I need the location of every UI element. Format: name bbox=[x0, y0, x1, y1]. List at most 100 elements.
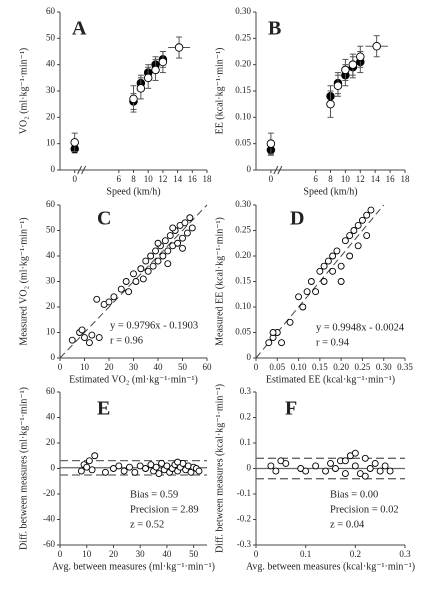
x-tick-label: 0.2 bbox=[350, 549, 361, 559]
point bbox=[351, 449, 359, 457]
point bbox=[81, 334, 88, 342]
point bbox=[358, 216, 366, 224]
x-tick-label: 12 bbox=[158, 174, 167, 184]
x-tick-label: 0 bbox=[58, 362, 63, 372]
point bbox=[70, 138, 79, 147]
x-tick-label: 20 bbox=[109, 549, 119, 559]
y-tick-label: -0.3 bbox=[237, 539, 252, 549]
x-tick-label: 0 bbox=[72, 174, 77, 184]
point bbox=[117, 285, 125, 293]
point bbox=[316, 267, 324, 275]
x-tick-label: 0.30 bbox=[376, 362, 392, 372]
y-tick-label: 0.25 bbox=[235, 225, 251, 235]
point bbox=[147, 252, 155, 260]
point bbox=[266, 139, 276, 148]
point bbox=[341, 470, 349, 478]
point bbox=[85, 457, 93, 465]
annotation: y = 0.9948x - 0.0024 bbox=[316, 322, 405, 333]
y-tick-label: -60 bbox=[43, 539, 55, 549]
point bbox=[91, 452, 99, 460]
point bbox=[278, 339, 285, 347]
point bbox=[166, 232, 174, 240]
point bbox=[351, 462, 359, 470]
x-axis-title: Speed (km/h) bbox=[303, 186, 357, 197]
point bbox=[356, 52, 365, 62]
point bbox=[286, 318, 294, 326]
axis-break bbox=[277, 165, 283, 175]
y-tick-label: 0 bbox=[51, 463, 56, 473]
x-axis-title: Speed (km/h) bbox=[106, 186, 160, 197]
y-tick-label: -20 bbox=[43, 488, 55, 498]
point bbox=[341, 457, 349, 465]
point bbox=[136, 462, 144, 470]
x-tick-label: 40 bbox=[162, 549, 172, 559]
y-tick-label: 0 bbox=[51, 164, 56, 174]
annotation: z = 0.52 bbox=[130, 519, 164, 530]
point bbox=[363, 232, 371, 240]
point bbox=[110, 293, 118, 301]
x-tick-label: 0.25 bbox=[355, 362, 371, 372]
y-tick-label: 0 bbox=[247, 352, 252, 362]
x-tick-label: 0.05 bbox=[269, 362, 285, 372]
point bbox=[137, 265, 145, 273]
point bbox=[143, 73, 153, 83]
point bbox=[332, 465, 339, 472]
point bbox=[183, 229, 191, 237]
y-tick-label: 60 bbox=[46, 199, 56, 209]
x-tick-label: 0 bbox=[254, 549, 259, 559]
point bbox=[361, 472, 369, 480]
point bbox=[372, 41, 381, 51]
point bbox=[88, 466, 96, 474]
point bbox=[312, 288, 320, 296]
y-tick-label: 60 bbox=[46, 386, 56, 396]
point bbox=[78, 326, 86, 334]
x-tick-label: 12 bbox=[356, 174, 365, 184]
point bbox=[139, 275, 147, 283]
point bbox=[159, 252, 167, 260]
point bbox=[354, 221, 362, 229]
x-tick-label: 0 bbox=[254, 362, 259, 372]
point bbox=[341, 237, 349, 245]
x-tick-label: 10 bbox=[144, 174, 154, 184]
point bbox=[147, 461, 155, 469]
point bbox=[269, 329, 277, 336]
point bbox=[181, 219, 189, 227]
y-tick-label: 30 bbox=[46, 85, 56, 95]
point bbox=[179, 234, 186, 242]
point bbox=[265, 339, 273, 347]
y-tick-label: 20 bbox=[46, 437, 56, 447]
y-tick-label: 0.05 bbox=[235, 327, 251, 337]
x-tick-label: 10 bbox=[80, 362, 90, 372]
y-tick-label: 0.1 bbox=[240, 437, 251, 447]
point bbox=[152, 463, 160, 471]
y-tick-label: 0.30 bbox=[235, 199, 251, 209]
y-tick-label: 0.3 bbox=[240, 386, 252, 396]
point bbox=[158, 57, 168, 67]
x-tick-label: 6 bbox=[313, 174, 318, 184]
point bbox=[110, 465, 117, 472]
annotation: r = 0.94 bbox=[316, 337, 350, 348]
point bbox=[272, 467, 280, 475]
point bbox=[122, 278, 130, 285]
y-tick-label: 0 bbox=[247, 463, 252, 473]
point bbox=[174, 239, 182, 247]
y-tick-label: 50 bbox=[46, 32, 56, 42]
y-tick-label: 0.25 bbox=[235, 32, 251, 42]
y-axis-title: EE (kcal·kg⁻¹·min⁻¹) bbox=[214, 48, 225, 135]
y-tick-label: 40 bbox=[46, 412, 56, 422]
point bbox=[302, 467, 310, 475]
y-tick-label: 0.2 bbox=[240, 412, 251, 422]
y-tick-label: 0.30 bbox=[235, 6, 251, 16]
y-tick-label: -0.1 bbox=[237, 488, 251, 498]
point bbox=[105, 298, 113, 306]
point bbox=[142, 257, 150, 265]
point bbox=[169, 224, 177, 232]
point bbox=[366, 465, 374, 472]
x-tick-label: 10 bbox=[82, 549, 92, 559]
point bbox=[299, 303, 307, 311]
point bbox=[120, 467, 128, 475]
y-tick-label: 10 bbox=[46, 327, 56, 337]
point bbox=[327, 459, 334, 467]
x-tick-label: 0 bbox=[269, 174, 274, 184]
annotation: y = 0.9796x - 0.1903 bbox=[110, 320, 198, 331]
